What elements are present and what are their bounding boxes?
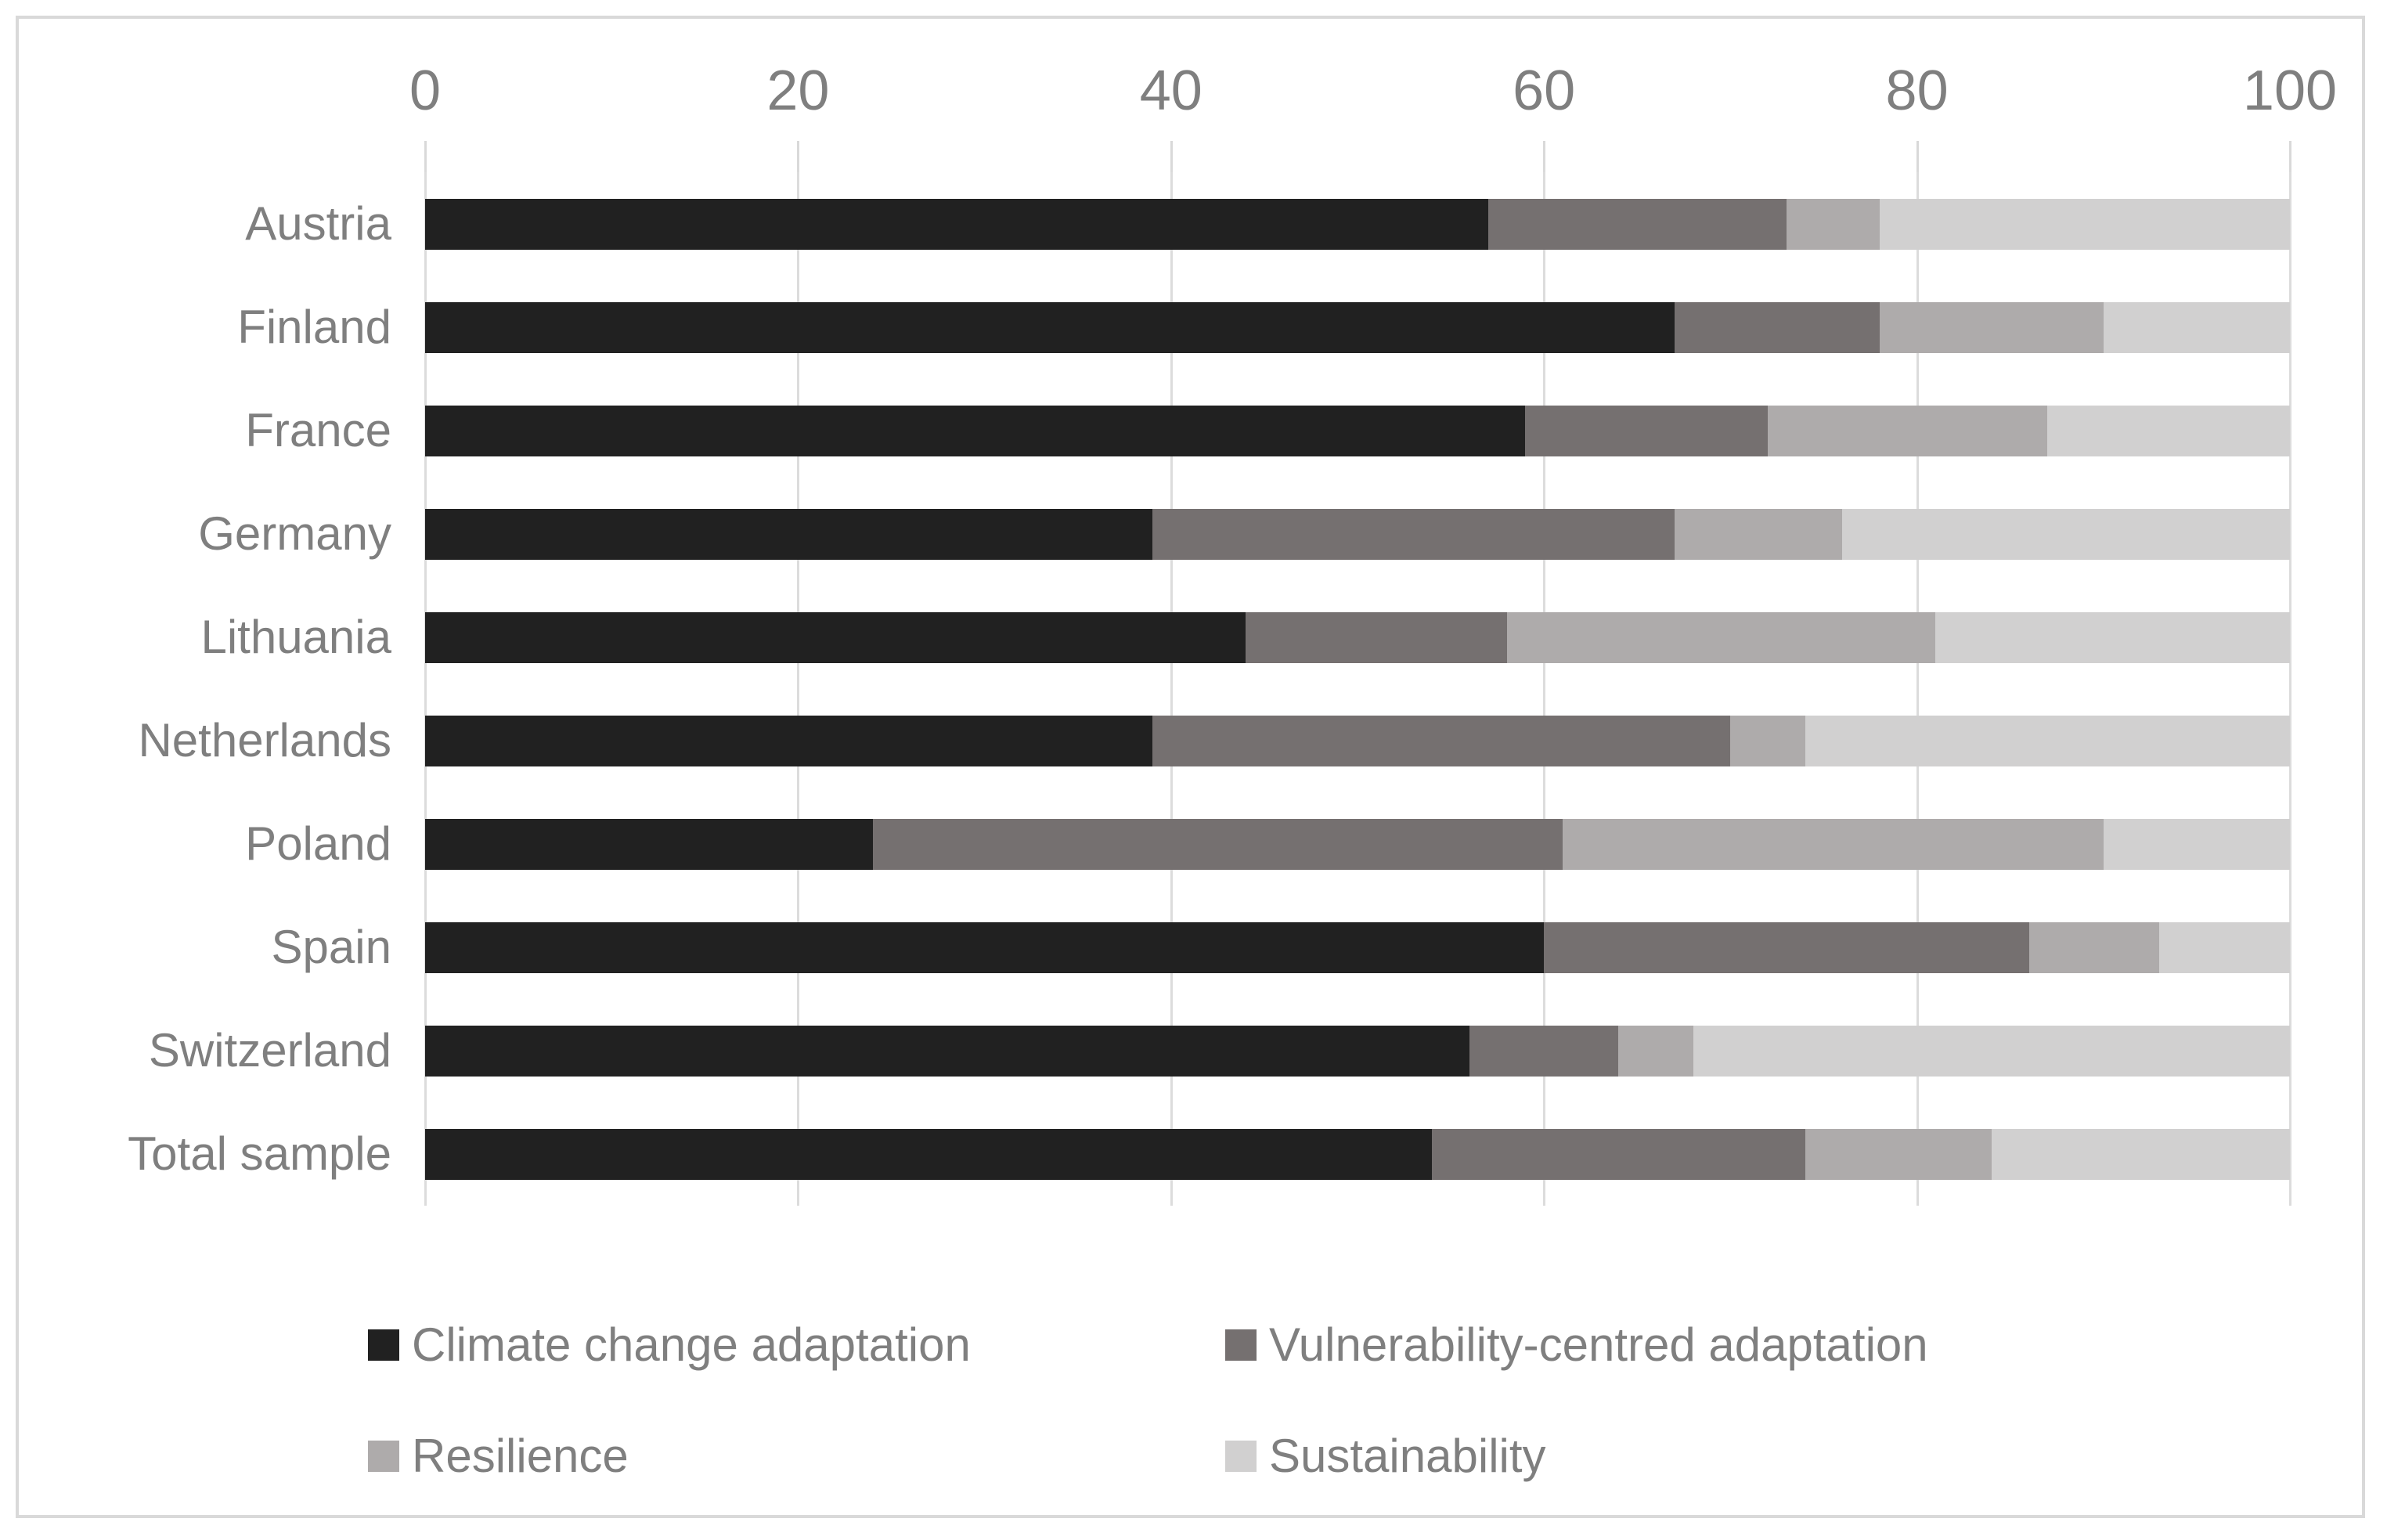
bar-row (425, 301, 2290, 353)
axis-tick-mark (1916, 141, 1919, 172)
bar-row (425, 818, 2290, 870)
category-label: France (245, 404, 391, 456)
bar-segment-climate-change-adaptation (425, 508, 1152, 560)
bar-segment-climate-change-adaptation (425, 611, 1246, 663)
category-label: Netherlands (138, 714, 391, 766)
bar-segment-sustainability (1805, 715, 2290, 766)
category-label: Poland (245, 817, 391, 870)
bar-segment-sustainability (1991, 1128, 2290, 1180)
bar-row (425, 1025, 2290, 1077)
bar-segment-resilience (1563, 818, 2104, 870)
bar-segment-vulnerability-centred-adaptation (872, 818, 1563, 870)
legend-item: Resilience (368, 1428, 629, 1484)
gridline (1916, 172, 1919, 1206)
bar-segment-resilience (1786, 198, 1880, 250)
legend-label: Resilience (412, 1430, 629, 1482)
bar-segment-vulnerability-centred-adaptation (1469, 1025, 1619, 1077)
figure-border (16, 16, 2365, 1518)
gridline (797, 172, 800, 1206)
category-label: Total sample (128, 1127, 391, 1180)
axis-tick-label: 40 (1139, 60, 1203, 122)
bar-segment-resilience (1879, 301, 2104, 353)
category-label: Germany (198, 507, 391, 560)
bar-segment-climate-change-adaptation (425, 818, 873, 870)
bar-segment-resilience (1805, 1128, 1992, 1180)
bar-row (425, 611, 2290, 663)
gridline (424, 172, 427, 1206)
axis-tick-mark (1170, 141, 1173, 172)
bar-segment-resilience (1674, 508, 1843, 560)
bar-row (425, 921, 2290, 973)
legend-swatch (1225, 1329, 1257, 1361)
bar-segment-climate-change-adaptation (425, 1128, 1433, 1180)
bar-segment-climate-change-adaptation (425, 921, 1545, 973)
axis-tick-label: 60 (1513, 60, 1576, 122)
bar-segment-sustainability (2159, 921, 2290, 973)
bar-segment-vulnerability-centred-adaptation (1544, 921, 2029, 973)
gridline (1543, 172, 1546, 1206)
axis-tick-label: 80 (1885, 60, 1949, 122)
axis-tick-mark (1543, 141, 1546, 172)
legend-item: Climate change adaptation (368, 1317, 971, 1373)
bar-segment-resilience (1618, 1025, 1693, 1077)
axis-tick-label: 100 (2242, 60, 2338, 122)
bar-segment-sustainability (1935, 611, 2290, 663)
legend-item: Vulnerability-centred adaptation (1225, 1317, 1928, 1373)
category-label: Switzerland (148, 1024, 391, 1077)
bar-segment-vulnerability-centred-adaptation (1152, 715, 1731, 766)
category-label: Lithuania (200, 611, 391, 663)
bar-segment-resilience (1768, 405, 2048, 456)
bar-row (425, 715, 2290, 766)
bar-segment-climate-change-adaptation (425, 1025, 1469, 1077)
bar-segment-climate-change-adaptation (425, 301, 1675, 353)
bar-segment-vulnerability-centred-adaptation (1432, 1128, 1805, 1180)
bar-row (425, 198, 2290, 250)
bar-segment-resilience (1506, 611, 1936, 663)
gridline (1170, 172, 1173, 1206)
bar-segment-sustainability (1879, 198, 2290, 250)
bar-segment-vulnerability-centred-adaptation (1525, 405, 1769, 456)
bar-segment-vulnerability-centred-adaptation (1674, 301, 1880, 353)
legend-swatch (368, 1441, 399, 1472)
axis-tick-mark (2289, 141, 2291, 172)
bar-row (425, 405, 2290, 456)
bar-segment-resilience (1730, 715, 1805, 766)
axis-tick-mark (797, 141, 800, 172)
bar-segment-vulnerability-centred-adaptation (1487, 198, 1787, 250)
bar-segment-climate-change-adaptation (425, 715, 1152, 766)
bar-row (425, 508, 2290, 560)
bar-segment-resilience (2028, 921, 2160, 973)
bar-row (425, 1128, 2290, 1180)
bar-segment-sustainability (2103, 301, 2290, 353)
axis-tick-label: 0 (409, 60, 442, 122)
bar-segment-vulnerability-centred-adaptation (1152, 508, 1675, 560)
legend-swatch (368, 1329, 399, 1361)
axis-tick-mark (424, 141, 427, 172)
bar-segment-sustainability (2103, 818, 2290, 870)
legend-label: Sustainability (1269, 1430, 1546, 1482)
legend-label: Climate change adaptation (412, 1318, 971, 1371)
bar-segment-climate-change-adaptation (425, 405, 1526, 456)
bar-segment-sustainability (1693, 1025, 2290, 1077)
bar-segment-sustainability (1842, 508, 2290, 560)
category-label: Finland (237, 301, 391, 353)
category-label: Austria (245, 197, 391, 250)
legend-label: Vulnerability-centred adaptation (1269, 1318, 1928, 1371)
gridline (2289, 172, 2291, 1206)
category-label: Spain (271, 921, 391, 973)
axis-tick-label: 20 (766, 60, 830, 122)
bar-segment-sustainability (2047, 405, 2290, 456)
legend-swatch (1225, 1441, 1257, 1472)
bar-segment-climate-change-adaptation (425, 198, 1488, 250)
bar-segment-vulnerability-centred-adaptation (1246, 611, 1507, 663)
legend-item: Sustainability (1225, 1428, 1546, 1484)
